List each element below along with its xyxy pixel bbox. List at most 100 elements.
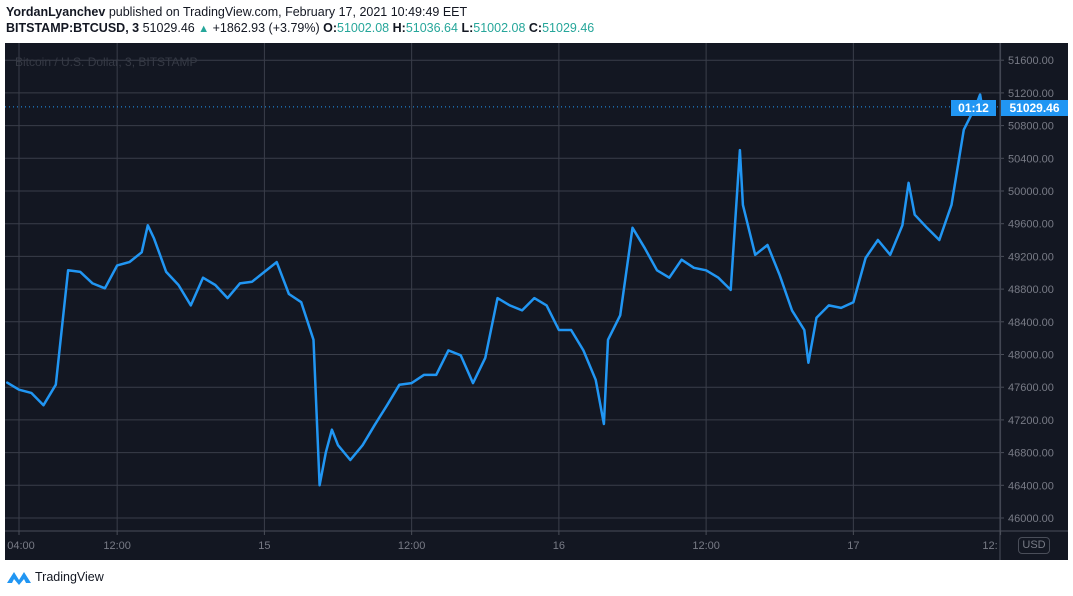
price-point — [807, 361, 810, 364]
price-point — [739, 149, 741, 151]
price-axis-label: 51200.00 — [1008, 88, 1054, 100]
price-point — [766, 244, 769, 246]
price-point — [5, 381, 8, 384]
price-point — [950, 204, 953, 206]
price-point — [901, 224, 904, 227]
time-axis-label: 04:00 — [7, 540, 35, 552]
price-chart[interactable]: 46000.00 46400.00 46800.00 47200.00 47600.00… — [5, 43, 1068, 560]
price-axis-label: 48400.00 — [1008, 317, 1054, 329]
price-point — [349, 459, 352, 461]
price-axis-label: 46000.00 — [1008, 513, 1054, 525]
price-point — [312, 338, 315, 341]
price-point — [693, 267, 695, 269]
price-point — [91, 282, 94, 285]
price-point — [619, 314, 622, 317]
price-point — [165, 271, 168, 273]
price-point — [472, 382, 474, 384]
triangle-up-icon: ▲ — [198, 23, 210, 35]
price-point — [30, 392, 33, 394]
price-point — [852, 301, 855, 303]
price-point — [239, 282, 241, 285]
price-point — [729, 289, 732, 291]
price-point — [509, 304, 511, 307]
price-point — [705, 269, 707, 272]
price-axis-label: 50800.00 — [1008, 121, 1054, 133]
publish-info: YordanLyanchev published on TradingView.… — [6, 5, 467, 19]
price-point — [680, 258, 683, 261]
price-point — [533, 297, 536, 299]
currency-button[interactable]: USD — [1018, 537, 1050, 554]
price-point — [423, 374, 425, 376]
high-value: 51036.64 — [405, 21, 458, 35]
time-axis-label: 16 — [553, 540, 565, 552]
price-point — [938, 239, 941, 241]
price-point — [907, 182, 910, 184]
price-point — [656, 269, 658, 272]
price-point — [55, 383, 57, 386]
price-point — [754, 253, 756, 256]
symbol-label: BITSTAMP:BTCUSD, 3 — [6, 21, 140, 35]
price-point — [828, 304, 830, 307]
price-point — [324, 451, 327, 454]
price-point — [67, 269, 69, 272]
price-axis-label: 48000.00 — [1008, 350, 1054, 362]
tradingview-logo-icon — [7, 572, 31, 585]
time-axis-label: 12:00 — [692, 540, 720, 552]
price-axis-label: 50400.00 — [1008, 153, 1054, 165]
open-value: 51002.08 — [337, 21, 390, 35]
price-point — [251, 280, 253, 283]
time-axis-label: 15 — [258, 540, 270, 552]
published-text: published on TradingView.com, February 1… — [108, 5, 468, 19]
price-point — [521, 309, 523, 312]
price-point — [607, 338, 609, 341]
price-point — [104, 287, 106, 290]
price-point — [778, 274, 781, 277]
price-point — [815, 316, 818, 319]
price-point — [398, 383, 401, 386]
low-value: 51002.08 — [473, 21, 526, 35]
price-point — [979, 93, 981, 96]
price-series-line — [6, 93, 988, 487]
price-point — [717, 276, 720, 279]
price-point — [631, 226, 634, 229]
price-axis-label: 47200.00 — [1008, 415, 1054, 427]
price-axis-label: 47600.00 — [1008, 382, 1054, 394]
price-point — [318, 484, 321, 487]
footer: TradingView — [6, 569, 104, 585]
price-axis-label: 50000.00 — [1008, 186, 1054, 198]
price-point — [128, 261, 131, 263]
price-axis-label: 49600.00 — [1008, 219, 1054, 231]
price-point — [263, 271, 266, 273]
low-label: L: — [461, 21, 474, 35]
ohlc-legend: BITSTAMP:BTCUSD, 3 51029.46 ▲ +1862.93 (… — [6, 21, 594, 35]
time-axis-label: 17 — [847, 540, 859, 552]
price-point — [484, 356, 487, 359]
price-axis-label: 49200.00 — [1008, 251, 1054, 263]
price-axis-label: 46800.00 — [1008, 448, 1054, 460]
change-value: +1862.93 (+3.79%) — [212, 21, 320, 35]
brand-name[interactable]: TradingView — [35, 570, 104, 584]
open-label: O: — [323, 21, 337, 35]
price-point — [545, 304, 548, 307]
price-point — [803, 329, 806, 331]
author-name[interactable]: YordanLyanchev — [6, 5, 106, 19]
price-point — [386, 404, 388, 406]
price-point — [42, 404, 45, 406]
price-point — [582, 349, 585, 352]
price-point — [594, 379, 597, 381]
time-axis-label: 12: — [982, 540, 997, 552]
price-point — [153, 237, 155, 240]
price-point — [447, 349, 450, 352]
chart-panel[interactable]: 46000.00 46400.00 46800.00 47200.00 47600.00… — [5, 43, 1068, 560]
price-point — [558, 329, 560, 331]
price-point — [147, 224, 149, 227]
price-axis-label: 46400.00 — [1008, 480, 1054, 492]
price-point — [202, 276, 204, 279]
price-point — [459, 354, 462, 357]
price-point — [275, 261, 278, 263]
price-point — [496, 297, 499, 299]
price-point — [18, 388, 20, 391]
price-point — [742, 204, 744, 206]
price-point — [116, 264, 118, 267]
price-point — [864, 257, 867, 259]
